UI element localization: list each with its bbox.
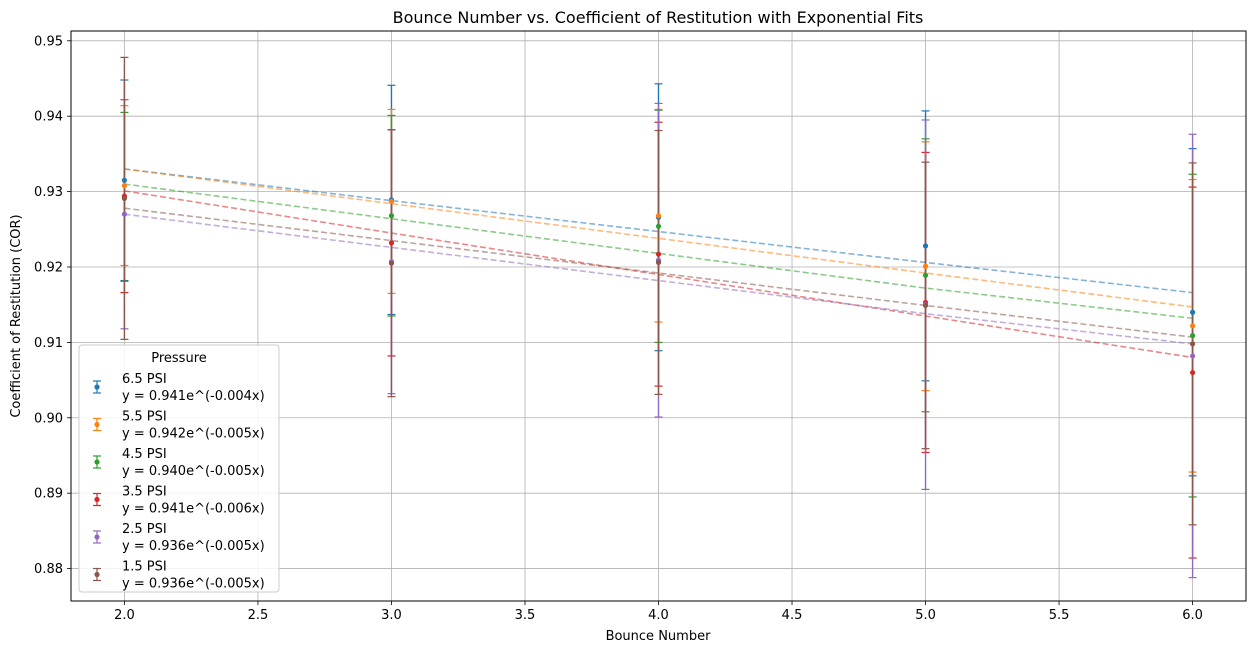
y-tick-label: 0.91 xyxy=(34,336,63,351)
legend-marker-icon xyxy=(94,571,100,578)
legend-series-name: 2.5 PSI xyxy=(122,522,167,537)
x-tick-label: 6.0 xyxy=(1182,608,1203,623)
legend-series-name: 4.5 PSI xyxy=(122,447,167,462)
fit-line xyxy=(124,168,1193,294)
data-point xyxy=(121,195,128,201)
data-points xyxy=(121,177,1196,376)
x-tick-label: 5.5 xyxy=(1049,608,1070,623)
y-axis-ticks: 0.88 0.89 0.90 0.91 0.92 0.93 0.94 0.95 xyxy=(34,34,71,577)
data-point xyxy=(121,182,128,189)
legend-series-name: 6.5 PSI xyxy=(122,372,167,387)
data-point xyxy=(1189,353,1196,359)
chart-title: Bounce Number vs. Coefficient of Restitu… xyxy=(393,8,924,27)
y-axis-label: Coefficient of Restitution (COR) xyxy=(9,214,24,417)
data-point xyxy=(388,240,395,246)
legend: Pressure 6.5 PSI y = 0.941e^(-0.004x) 5.5 P… xyxy=(78,344,280,593)
fit-line xyxy=(124,207,1193,338)
x-tick-label: 4.5 xyxy=(782,608,803,623)
data-point xyxy=(388,213,395,219)
y-tick-label: 0.89 xyxy=(34,487,63,502)
x-tick-label: 5.0 xyxy=(915,608,936,623)
y-tick-label: 0.95 xyxy=(34,34,63,49)
legend-marker-icon xyxy=(94,421,100,428)
y-tick-label: 0.93 xyxy=(34,185,63,200)
legend-marker-icon xyxy=(94,496,100,503)
data-point xyxy=(1189,333,1196,339)
y-tick-label: 0.92 xyxy=(34,260,63,275)
x-tick-label: 2.0 xyxy=(114,608,135,623)
data-point xyxy=(655,213,662,219)
data-point xyxy=(1189,309,1196,315)
x-axis-label: Bounce Number xyxy=(606,629,712,644)
data-point xyxy=(655,251,662,257)
legend-marker-icon xyxy=(94,459,100,465)
data-point xyxy=(922,243,929,249)
data-point xyxy=(655,223,662,229)
data-point xyxy=(121,177,128,183)
data-point xyxy=(121,211,128,217)
x-tick-label: 4.0 xyxy=(648,608,669,623)
legend-marker-icon xyxy=(94,384,100,390)
legend-fit-label: y = 0.936e^(-0.005x) xyxy=(122,577,265,592)
x-tick-label: 3.5 xyxy=(515,608,536,623)
legend-series-name: 1.5 PSI xyxy=(122,560,167,575)
data-point xyxy=(655,259,662,266)
legend-fit-label: y = 0.940e^(-0.005x) xyxy=(122,464,265,479)
legend-fit-label: y = 0.936e^(-0.005x) xyxy=(122,539,265,554)
data-point xyxy=(922,302,929,309)
legend-fit-label: y = 0.941e^(-0.006x) xyxy=(122,502,265,517)
data-point xyxy=(1189,323,1196,329)
legend-series-name: 3.5 PSI xyxy=(122,485,167,500)
fit-line xyxy=(124,213,1193,345)
data-point xyxy=(922,272,929,278)
data-point xyxy=(388,260,395,266)
legend-marker-icon xyxy=(94,534,100,540)
data-point xyxy=(1189,341,1196,347)
y-tick-label: 0.90 xyxy=(34,411,63,426)
data-point xyxy=(922,263,929,269)
legend-fit-label: y = 0.942e^(-0.005x) xyxy=(122,427,265,442)
legend-title: Pressure xyxy=(151,351,207,366)
y-tick-label: 0.94 xyxy=(34,110,63,125)
data-point xyxy=(388,198,395,204)
data-point xyxy=(1189,369,1196,376)
x-tick-label: 3.0 xyxy=(381,608,402,623)
x-tick-label: 2.5 xyxy=(248,608,269,623)
y-tick-label: 0.88 xyxy=(34,562,63,577)
legend-fit-label: y = 0.941e^(-0.004x) xyxy=(122,389,265,404)
x-axis-ticks: 2.0 2.5 3.0 3.5 4.0 4.5 5.0 5.5 6.0 xyxy=(114,601,1203,623)
legend-series-name: 5.5 PSI xyxy=(122,410,167,425)
legend-box xyxy=(78,344,280,593)
